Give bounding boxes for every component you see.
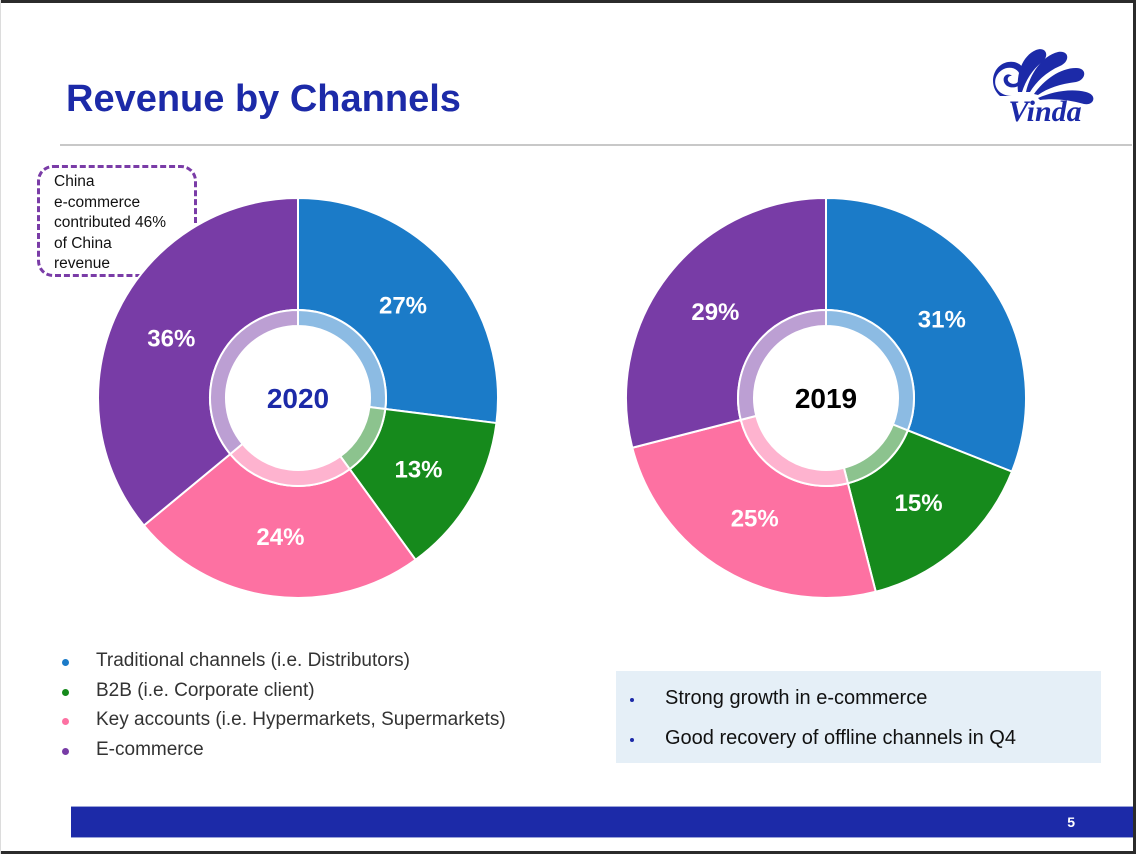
callout-line: revenue bbox=[54, 255, 111, 272]
donut-hole bbox=[226, 326, 370, 470]
data-label-traditional-channels: 27% bbox=[379, 292, 427, 319]
data-label-b2b: 15% bbox=[895, 490, 943, 517]
legend-label: Key accounts (i.e. Hypermarkets, Superma… bbox=[96, 709, 506, 730]
legend-label: Traditional channels (i.e. Distributors) bbox=[96, 650, 410, 671]
legend-label: B2B (i.e. Corporate client) bbox=[96, 679, 315, 701]
donut-chart-2020: 27% 13% 24% 36% 2020 bbox=[97, 196, 499, 599]
callout-line: of China bbox=[54, 234, 112, 252]
data-label-b2b: 13% bbox=[394, 456, 442, 483]
callout-line: contributed 46% bbox=[54, 214, 167, 231]
bullet-icon bbox=[630, 738, 634, 742]
data-label-e-commerce: 29% bbox=[691, 299, 739, 326]
donut-chart-2019: 31% 15% 25% 29% 2019 bbox=[625, 196, 1027, 599]
callout-line: e-commerce bbox=[54, 193, 141, 211]
page-number: 5 bbox=[1067, 814, 1075, 830]
key-takeaways-box: Strong growth in e-commerce Good recover… bbox=[616, 671, 1101, 763]
takeaway-text: Strong growth in e-commerce bbox=[665, 687, 928, 709]
legend-dot-icon bbox=[62, 688, 69, 696]
legend-dot-icon bbox=[62, 718, 69, 725]
window-frame-top bbox=[0, 0, 1136, 3]
title-divider bbox=[60, 144, 1132, 146]
data-label-key-accounts: 25% bbox=[731, 506, 779, 533]
takeaway-text: Good recovery of offline channels in Q4 bbox=[665, 727, 1016, 749]
callout-line: China bbox=[54, 173, 95, 190]
center-year-label: 2019 bbox=[795, 383, 857, 414]
legend-dot-icon bbox=[62, 659, 69, 666]
data-label-e-commerce: 36% bbox=[147, 325, 195, 352]
window-frame-right bbox=[1133, 0, 1136, 854]
vinda-logo-mark-icon: Vinda bbox=[993, 49, 1094, 128]
legend-label: E-commerce bbox=[96, 738, 204, 760]
donut-hole bbox=[754, 326, 898, 470]
window-frame-left bbox=[0, 0, 1, 854]
callout-box bbox=[37, 165, 197, 277]
data-label-traditional-channels: 31% bbox=[918, 306, 966, 333]
center-year-label: 2020 bbox=[267, 383, 329, 414]
vinda-logo: Vinda bbox=[980, 34, 1110, 128]
window-frame-bottom bbox=[0, 851, 1136, 854]
vinda-logo-text: Vinda bbox=[1008, 95, 1081, 124]
legend-dot-icon bbox=[62, 747, 69, 755]
slide-title: Revenue by Channels bbox=[66, 78, 461, 120]
callout-text: China e-commerce contributed 46% of Chin… bbox=[54, 172, 194, 275]
footer-bar: 5 bbox=[71, 806, 1133, 838]
data-label-key-accounts: 24% bbox=[256, 524, 304, 551]
bullet-icon bbox=[630, 698, 634, 702]
